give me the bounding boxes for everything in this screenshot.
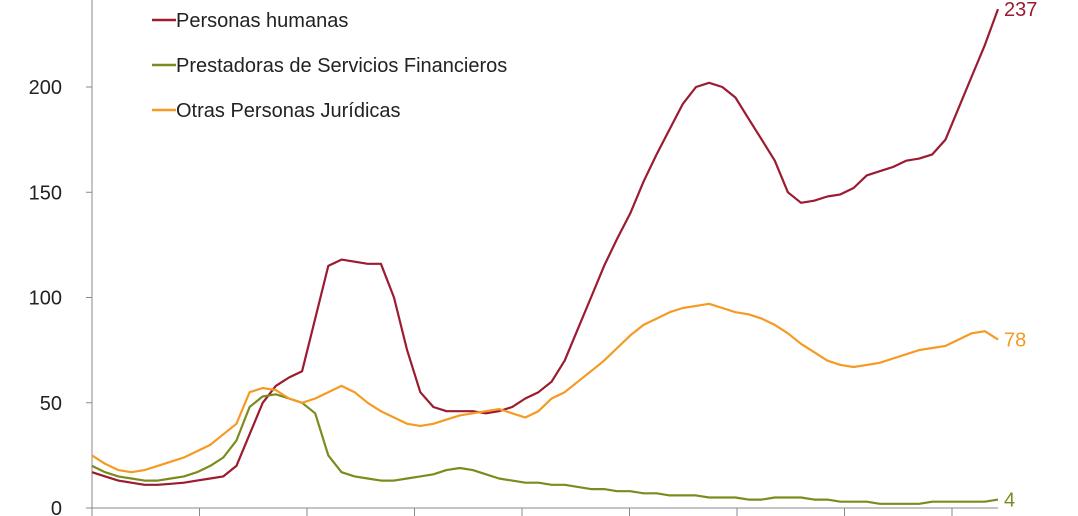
legend-label: Personas humanas — [176, 10, 348, 32]
legend: Personas humanas Prestadoras de Servicios… — [152, 10, 507, 122]
legend-item-prestadoras-de-servicios-financieros: Prestadoras de Servicios Financieros — [152, 55, 507, 77]
legend-label: Otras Personas Jurídicas — [176, 100, 401, 122]
y-tick-label: 150 — [29, 182, 62, 204]
y-tick-label: 0 — [51, 498, 62, 516]
y-tick-label: 200 — [29, 77, 62, 99]
series-line-personas-humanas — [91, 8, 1000, 486]
y-axis: 0 50 100 150 200 — [29, 0, 93, 516]
legend-item-otras-personas-juridicas: Otras Personas Jurídicas — [152, 100, 401, 122]
end-value-label-personas-humanas: 237 — [1004, 0, 1037, 21]
end-value-label-prestadoras-de-servicios-financieros: 4 — [1004, 490, 1015, 512]
series-line-prestadoras-de-servicios-financieros — [91, 393, 999, 505]
x-axis — [91, 507, 998, 516]
legend-label: Prestadoras de Servicios Financieros — [176, 55, 507, 77]
y-tick-label: 50 — [40, 393, 62, 415]
y-tick-label: 100 — [29, 288, 62, 310]
series-line-otras-personas-juridicas — [91, 302, 999, 474]
legend-item-personas-humanas: Personas humanas — [152, 10, 348, 32]
end-labels: 237 4 78 — [1004, 0, 1037, 512]
end-value-label-otras-personas-juridicas: 78 — [1004, 330, 1026, 352]
series-layer — [91, 8, 1000, 505]
